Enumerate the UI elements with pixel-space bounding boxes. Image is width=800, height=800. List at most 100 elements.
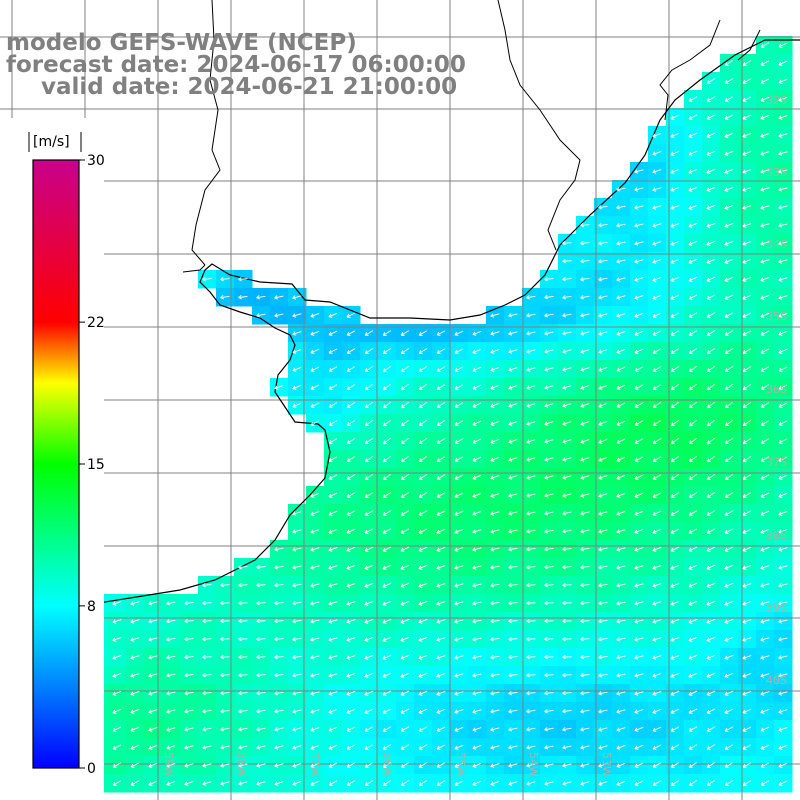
wind-arrow <box>634 277 644 282</box>
wind-arrow <box>472 474 482 480</box>
wind-arrow <box>418 419 427 427</box>
wind-arrow <box>598 438 608 444</box>
lat-label: 39S <box>766 601 787 614</box>
wind-arrow <box>688 294 698 300</box>
wind-arrow <box>634 384 644 390</box>
wind-arrow <box>652 546 662 552</box>
wind-arrow <box>616 223 626 228</box>
border-line <box>191 0 221 266</box>
wind-arrow <box>688 132 698 138</box>
wind-arrow <box>418 438 427 445</box>
wind-arrow <box>346 510 356 516</box>
wind-arrow <box>274 384 284 390</box>
wind-arrow <box>760 133 770 138</box>
wind-arrow <box>616 492 626 498</box>
wind-arrow <box>634 348 644 354</box>
wind-arrow <box>688 204 698 210</box>
wind-arrow <box>454 330 464 336</box>
wind-arrow <box>382 474 391 481</box>
wind-arrow <box>742 330 752 336</box>
wind-arrow <box>724 186 734 192</box>
wind-arrow <box>634 402 644 408</box>
wind-arrow <box>472 420 482 426</box>
wind-arrow <box>778 42 788 48</box>
wind-arrow <box>364 437 373 445</box>
wind-arrow <box>742 492 752 498</box>
wind-arrow <box>454 420 464 426</box>
wind-arrow <box>472 529 482 534</box>
wind-arrow <box>580 313 590 318</box>
wind-arrow <box>436 384 446 390</box>
wind-arrow <box>688 150 698 156</box>
wind-arrow <box>688 276 698 282</box>
wind-arrow <box>652 492 662 498</box>
wind-arrow <box>670 132 680 138</box>
wind-arrow <box>508 439 518 444</box>
wind-arrow <box>688 528 698 534</box>
wind-arrow <box>760 42 770 48</box>
wind-arrow <box>364 492 374 498</box>
wind-arrow <box>508 529 518 534</box>
wind-arrow <box>544 457 554 462</box>
wind-arrow <box>724 114 734 120</box>
wind-arrow <box>670 384 679 391</box>
wind-arrow <box>562 403 572 408</box>
wind-arrow <box>742 205 752 210</box>
wind-arrow <box>742 294 752 300</box>
wind-arrow <box>616 420 626 426</box>
wind-arrow <box>634 169 644 174</box>
wind-arrow <box>724 330 734 336</box>
wind-arrow <box>724 419 733 427</box>
wind-arrow <box>724 294 734 300</box>
wind-arrow <box>706 258 716 264</box>
colorbar-tick-label: 0 <box>87 761 96 777</box>
wind-arrow <box>724 366 733 373</box>
wind-arrow <box>454 438 464 444</box>
wind-arrow <box>778 492 788 498</box>
wind-arrow <box>508 475 518 480</box>
wind-arrow <box>202 277 212 282</box>
wind-arrow <box>598 493 608 498</box>
wind-arrow <box>724 510 734 516</box>
wind-arrow <box>598 402 608 408</box>
wind-arrow <box>436 420 445 426</box>
wind-arrow <box>418 330 428 336</box>
wind-arrow <box>778 187 788 192</box>
wind-arrow <box>670 456 679 463</box>
wind-arrow <box>688 114 698 120</box>
wind-arrow <box>418 510 428 516</box>
wind-arrow <box>724 204 734 210</box>
wind-arrow <box>526 367 536 372</box>
wind-arrow <box>544 439 554 444</box>
wind-arrow <box>634 474 644 480</box>
wind-arrow <box>778 277 788 282</box>
wind-arrow <box>742 366 752 372</box>
wind-arrow <box>616 402 626 408</box>
wind-arrow <box>544 331 554 336</box>
wind-arrow <box>346 438 355 444</box>
wind-arrow <box>598 205 608 210</box>
wind-arrow <box>274 547 284 552</box>
wind-arrow <box>742 384 751 390</box>
coastline-path <box>0 39 800 626</box>
wind-arrow <box>724 383 733 391</box>
wind-arrow <box>670 348 680 354</box>
wind-arrow <box>454 366 464 372</box>
wind-arrow <box>634 420 644 426</box>
wind-arrow <box>760 60 770 66</box>
wind-arrow <box>724 437 733 445</box>
wind-arrow <box>580 295 590 300</box>
wind-arrow <box>490 402 500 408</box>
wind-arrow <box>418 474 428 480</box>
wind-arrow <box>292 529 302 534</box>
wind-arrow <box>256 295 266 300</box>
wind-arrow <box>778 456 788 462</box>
wind-arrow <box>706 330 716 336</box>
lat-label: 37S <box>766 456 787 469</box>
wind-arrow <box>580 240 590 246</box>
wind-arrow <box>472 438 482 444</box>
wind-arrow <box>400 474 409 481</box>
wind-arrow <box>382 492 392 498</box>
wind-arrow <box>364 366 373 373</box>
wind-arrow <box>760 96 770 102</box>
